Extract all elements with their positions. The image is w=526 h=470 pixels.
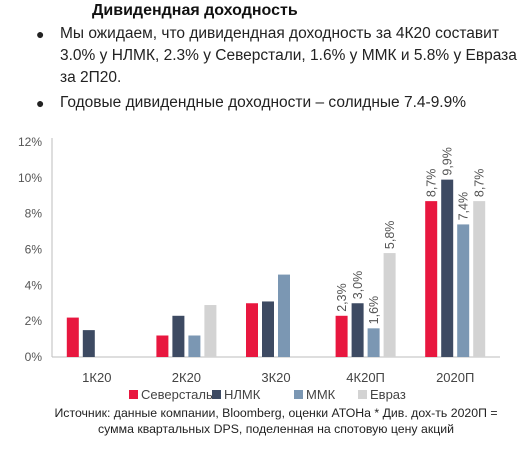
x-tick-label: 2020П: [436, 370, 474, 385]
legend-swatch: [358, 390, 367, 399]
y-tick-label: 2%: [25, 314, 43, 328]
legend-swatch: [129, 390, 138, 399]
data-label: 9,9%: [441, 147, 455, 176]
bar: [246, 303, 258, 357]
y-tick-label: 4%: [25, 278, 43, 292]
y-tick-label: 8%: [25, 207, 43, 221]
legend-label: ММК: [306, 387, 336, 402]
data-label: 5,8%: [383, 221, 397, 250]
data-label: 2,3%: [335, 283, 349, 312]
bar: [204, 305, 217, 357]
data-label: 8,7%: [425, 169, 439, 198]
data-label: 1,6%: [367, 296, 381, 325]
bullet-text: Мы ожидаем, что дивидендная доходность з…: [60, 25, 517, 86]
bar: [172, 315, 185, 357]
bar: [367, 328, 380, 357]
dividend-yield-chart: 0% 2% 4% 6% 8% 10% 12% 1К20 2К20 3К20 2,3% 3,0%1,6%…: [18, 135, 500, 402]
bar: [473, 201, 486, 357]
legend-label: НЛМК: [224, 387, 261, 402]
legend-swatch: [212, 390, 221, 399]
data-label: 8,7%: [473, 169, 487, 198]
data-label: 7,4%: [457, 192, 471, 221]
y-tick-label: 0%: [25, 350, 43, 364]
slide-title: Дивидендная доходность: [92, 2, 298, 19]
x-tick-label: 4К20П: [346, 370, 385, 385]
legend-swatch: [294, 390, 303, 399]
bar: [351, 303, 364, 357]
bar: [188, 335, 201, 357]
y-tick-label: 6%: [25, 243, 43, 257]
bar: [383, 253, 396, 357]
legend-label: Евраз: [370, 387, 406, 402]
bar: [278, 274, 290, 357]
legend-label: Северсталь: [141, 387, 213, 402]
bar: [457, 224, 470, 357]
bullet-text: Годовые дивидендные доходности – солидны…: [60, 94, 467, 111]
bar: [441, 179, 454, 357]
source-note: Источник: данные компании, Bloomberg, оц…: [54, 406, 498, 436]
bullet-item: ● Мы ожидаем, что дивидендная доходность…: [36, 23, 524, 89]
bar: [82, 330, 95, 357]
bullet-dot-icon: ●: [36, 95, 45, 111]
bar: [425, 201, 438, 357]
bullet-item: ● Годовые дивидендные доходности – солид…: [36, 92, 524, 114]
x-tick-label: 2К20: [172, 370, 201, 385]
y-tick-label: 10%: [18, 171, 42, 185]
bar: [335, 315, 348, 357]
data-label: 3,0%: [351, 271, 365, 300]
x-tick-label: 3К20: [261, 370, 290, 385]
y-tick-label: 12%: [18, 135, 42, 149]
bullet-dot-icon: ●: [36, 26, 45, 42]
bar: [262, 301, 274, 357]
bar: [156, 335, 169, 357]
bar: [66, 317, 79, 357]
bullet-list: ● Мы ожидаем, что дивидендная доходность…: [36, 23, 524, 117]
x-tick-label: 1К20: [82, 370, 111, 385]
